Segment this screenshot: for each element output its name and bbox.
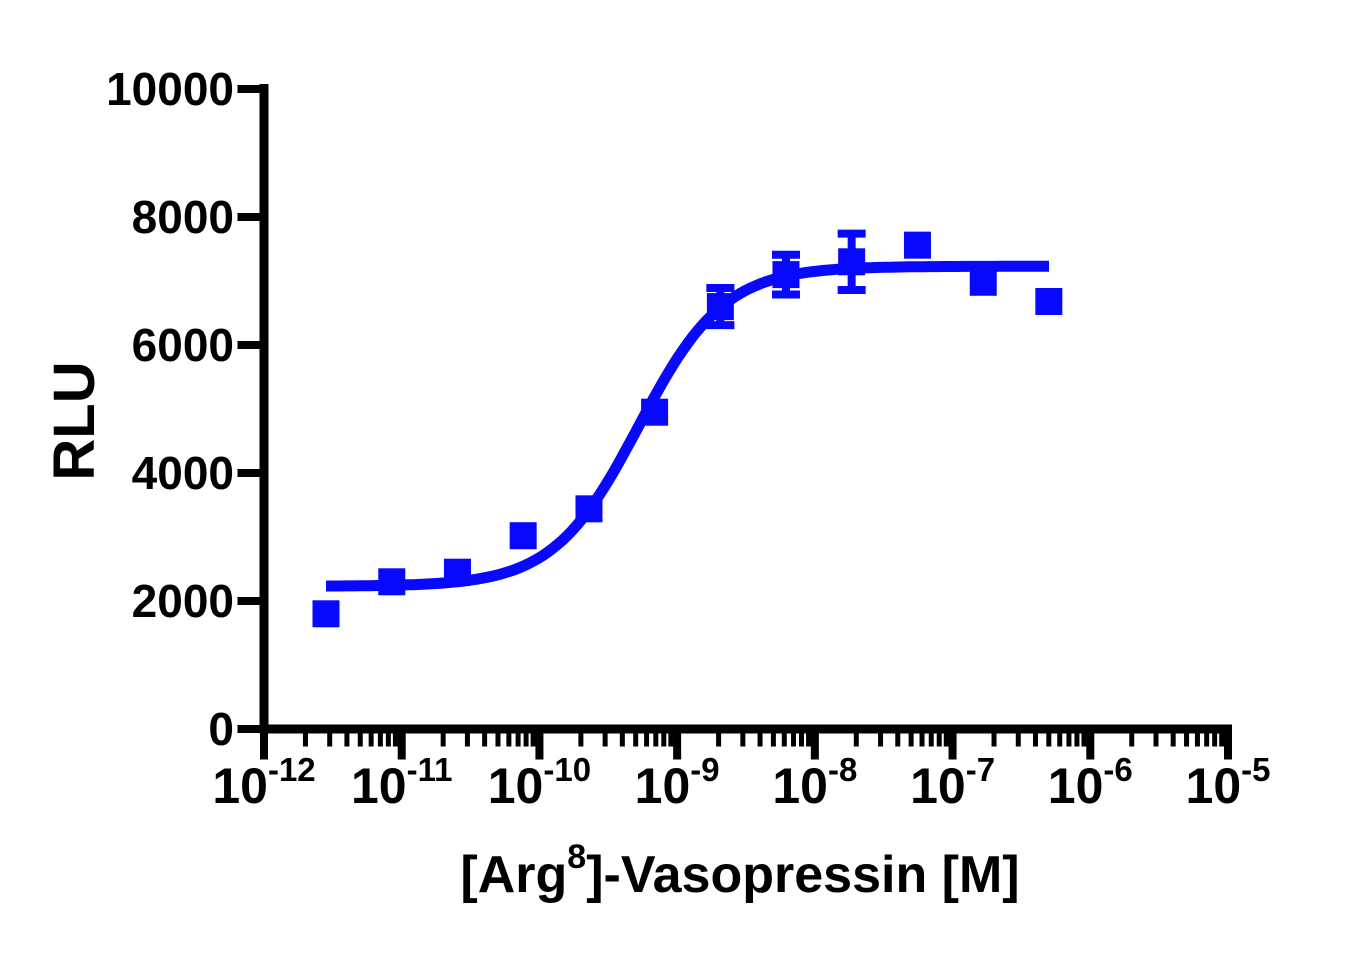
x-tick-label: 10-11 bbox=[351, 751, 453, 814]
fit-curve-path bbox=[325, 260, 1049, 592]
x-tick-label: 10-7 bbox=[910, 751, 995, 814]
data-point-marker bbox=[706, 293, 734, 321]
y-tick-label: 8000 bbox=[132, 191, 234, 243]
data-point-marker bbox=[1035, 287, 1063, 315]
data-point-marker bbox=[838, 248, 866, 276]
data-point-marker bbox=[969, 268, 997, 296]
y-tick-label: 10000 bbox=[106, 63, 234, 115]
x-tick-label: 10-9 bbox=[635, 751, 720, 814]
axis-frame bbox=[259, 84, 1232, 734]
data-point-marker bbox=[772, 261, 800, 289]
data-point-marker bbox=[509, 522, 537, 550]
y-tick-label: 0 bbox=[208, 703, 234, 755]
y-tick-label: 6000 bbox=[132, 319, 234, 371]
data-point-marker bbox=[312, 600, 340, 628]
x-tick-label: 10-5 bbox=[1186, 751, 1271, 814]
y-tick-label: 2000 bbox=[132, 575, 234, 627]
data-point-marker bbox=[378, 568, 406, 596]
data-point-marker bbox=[443, 558, 471, 586]
x-tick-label: 10-6 bbox=[1048, 751, 1133, 814]
y-tick-label: 4000 bbox=[132, 447, 234, 499]
data-point-marker bbox=[903, 231, 931, 259]
data-point-marker bbox=[575, 495, 603, 523]
plot-layer: 0 2000 4000 6000 8000 10000 10-12 10-11 10-10 10-… bbox=[106, 63, 1270, 814]
y-axis-title: RLU bbox=[42, 361, 107, 480]
x-tick-label: 10-12 bbox=[212, 751, 315, 814]
x-axis-title: [Arg8]-Vasopressin [M] bbox=[460, 838, 1019, 904]
x-tick-label: 10-10 bbox=[488, 751, 591, 814]
data-point-marker bbox=[641, 398, 669, 426]
x-tick-label: 10-8 bbox=[772, 751, 857, 814]
